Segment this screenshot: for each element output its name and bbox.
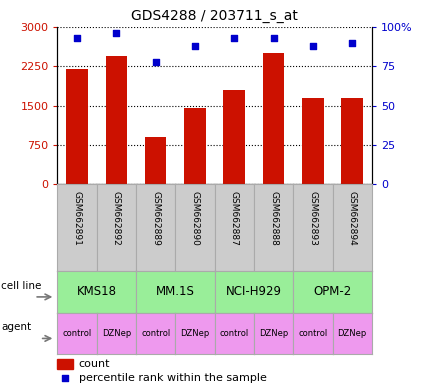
Text: GSM662890: GSM662890 [190, 191, 199, 246]
Text: count: count [79, 359, 110, 369]
Bar [105, 56, 127, 184]
Text: control: control [141, 329, 170, 338]
Text: DZNep: DZNep [337, 329, 367, 338]
Point [231, 35, 238, 41]
Text: control: control [220, 329, 249, 338]
Text: OPM-2: OPM-2 [313, 285, 351, 298]
Text: DZNep: DZNep [259, 329, 288, 338]
Point [74, 35, 80, 41]
Title: GDS4288 / 203711_s_at: GDS4288 / 203711_s_at [131, 9, 298, 23]
Bar [302, 98, 324, 184]
Point [62, 375, 68, 381]
Text: agent: agent [1, 322, 31, 332]
Text: GSM662893: GSM662893 [309, 191, 317, 246]
Text: NCI-H929: NCI-H929 [226, 285, 282, 298]
Text: DZNep: DZNep [102, 329, 131, 338]
Point [192, 43, 198, 49]
Bar [184, 108, 206, 184]
Text: GSM662891: GSM662891 [73, 191, 82, 246]
Bar [341, 98, 363, 184]
Text: cell line: cell line [1, 280, 42, 291]
Point [270, 35, 277, 41]
Point [349, 40, 356, 46]
Text: GSM662889: GSM662889 [151, 191, 160, 246]
Bar [145, 137, 167, 184]
Text: percentile rank within the sample: percentile rank within the sample [79, 372, 266, 383]
Bar [57, 359, 73, 369]
Bar [263, 53, 284, 184]
Text: control: control [62, 329, 92, 338]
Text: GSM662887: GSM662887 [230, 191, 239, 246]
Text: MM.1S: MM.1S [156, 285, 195, 298]
Text: DZNep: DZNep [180, 329, 210, 338]
Text: KMS18: KMS18 [76, 285, 117, 298]
Bar [66, 69, 88, 184]
Point [152, 58, 159, 65]
Point [309, 43, 316, 49]
Text: GSM662894: GSM662894 [348, 191, 357, 246]
Text: control: control [298, 329, 328, 338]
Bar [224, 90, 245, 184]
Point [113, 30, 120, 36]
Text: GSM662888: GSM662888 [269, 191, 278, 246]
Text: GSM662892: GSM662892 [112, 191, 121, 246]
